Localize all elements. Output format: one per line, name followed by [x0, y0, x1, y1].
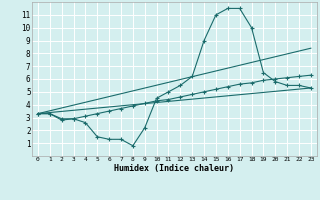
X-axis label: Humidex (Indice chaleur): Humidex (Indice chaleur) — [115, 164, 234, 173]
